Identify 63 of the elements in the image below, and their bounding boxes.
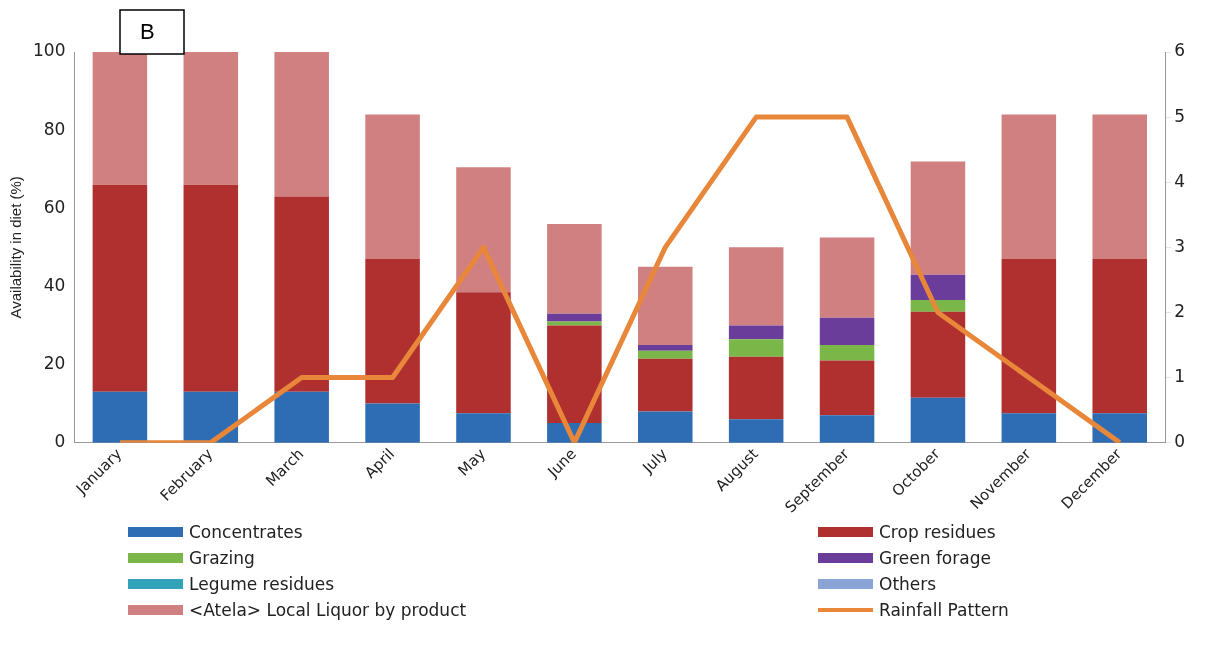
y-tick-label: 20 xyxy=(43,352,66,373)
bar xyxy=(183,52,239,185)
y-tick-label: 0 xyxy=(54,431,66,452)
y-tick-label: 100 xyxy=(32,40,66,61)
bar xyxy=(183,391,239,443)
legend-label: Crop residues xyxy=(879,522,996,542)
bar xyxy=(728,339,784,357)
y2-tick-label: 3 xyxy=(1174,235,1186,256)
legend-label: Green forage xyxy=(879,548,991,568)
bar xyxy=(1092,114,1148,260)
y2-tick-label: 6 xyxy=(1174,40,1186,61)
bar xyxy=(728,419,784,443)
bar xyxy=(728,325,784,340)
bar xyxy=(819,360,875,416)
y2-tick-label: 1 xyxy=(1174,365,1186,386)
bar xyxy=(638,358,693,412)
bar xyxy=(274,391,329,443)
bar xyxy=(365,114,420,260)
bar xyxy=(1001,259,1057,414)
bar xyxy=(365,259,420,404)
y-tick-label: 60 xyxy=(43,196,66,217)
bar xyxy=(1092,259,1148,414)
legend-label: Others xyxy=(879,574,937,594)
bar xyxy=(638,266,693,345)
text: B xyxy=(140,19,155,45)
legend-label: Grazing xyxy=(189,548,255,568)
bar xyxy=(547,313,602,322)
bar xyxy=(92,391,148,443)
bar xyxy=(819,344,875,361)
bar xyxy=(1001,413,1057,443)
y2-tick-label: 0 xyxy=(1174,431,1186,452)
bar xyxy=(1001,114,1057,260)
bar xyxy=(183,184,239,392)
bar xyxy=(910,311,966,398)
bar xyxy=(910,397,966,443)
y-tick-label: 80 xyxy=(43,118,66,139)
bar xyxy=(638,344,693,351)
bar xyxy=(547,223,602,314)
legend-label: Rainfall Pattern xyxy=(879,600,1009,620)
y-tick-label: 40 xyxy=(43,274,66,295)
bar xyxy=(819,415,875,443)
bar xyxy=(819,317,875,345)
bar xyxy=(456,413,511,443)
bar xyxy=(910,161,966,275)
bar xyxy=(819,237,875,318)
bar xyxy=(547,325,602,424)
bar xyxy=(638,411,693,443)
bar xyxy=(456,292,511,414)
bar xyxy=(728,247,784,326)
bar xyxy=(456,167,511,293)
y2-tick-label: 4 xyxy=(1174,170,1186,191)
bar xyxy=(274,196,329,392)
y-axis-title: Availability in diet (%) xyxy=(7,176,25,319)
legend-label: Concentrates xyxy=(189,522,303,542)
y2-tick-label: 2 xyxy=(1174,300,1186,321)
legend-label: Legume residues xyxy=(189,574,335,594)
bar xyxy=(365,403,420,443)
legend-label: <Atela> Local Liquor by product xyxy=(189,600,467,620)
y2-tick-label: 5 xyxy=(1174,105,1186,126)
bar xyxy=(274,52,329,197)
bar xyxy=(92,184,148,392)
bar xyxy=(638,350,693,359)
bar xyxy=(728,356,784,420)
